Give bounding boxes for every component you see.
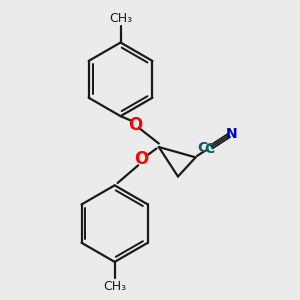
Text: C: C [198, 141, 208, 155]
Text: O: O [134, 150, 148, 168]
Text: N: N [226, 127, 237, 141]
Text: C: C [204, 142, 214, 155]
Text: CH₃: CH₃ [103, 280, 126, 292]
Text: O: O [128, 116, 142, 134]
Text: CH₃: CH₃ [109, 12, 132, 25]
